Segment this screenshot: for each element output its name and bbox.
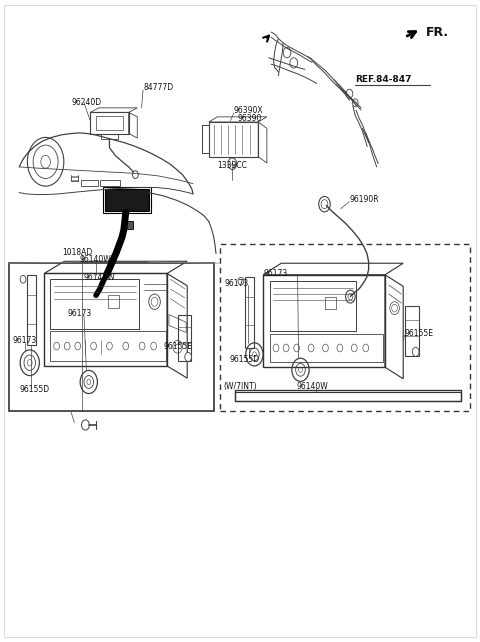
Text: REF.84-847: REF.84-847 xyxy=(355,75,412,84)
Text: 96155D: 96155D xyxy=(229,355,260,364)
Polygon shape xyxy=(105,189,149,211)
Circle shape xyxy=(412,347,419,356)
Circle shape xyxy=(185,352,192,361)
Bar xyxy=(220,244,470,411)
Text: 96173: 96173 xyxy=(264,269,288,278)
Text: 96155E: 96155E xyxy=(163,342,192,351)
Text: (W/7INT): (W/7INT) xyxy=(223,382,257,391)
Text: 96173: 96173 xyxy=(225,279,249,288)
Text: 96173: 96173 xyxy=(67,309,92,318)
Text: 96390X: 96390X xyxy=(234,106,264,115)
Text: 96155D: 96155D xyxy=(19,385,49,394)
Text: FR.: FR. xyxy=(426,26,449,39)
Text: 96190R: 96190R xyxy=(349,195,379,204)
Text: 96173: 96173 xyxy=(12,336,37,345)
Text: 96140W: 96140W xyxy=(297,382,328,391)
Text: 96240D: 96240D xyxy=(71,98,101,107)
Text: 96140W: 96140W xyxy=(79,255,111,264)
Text: 1018AD: 1018AD xyxy=(62,248,93,257)
Text: 84777D: 84777D xyxy=(143,83,173,92)
Bar xyxy=(9,263,214,411)
Text: 96390: 96390 xyxy=(238,114,262,123)
Text: 96155E: 96155E xyxy=(404,329,433,338)
Text: 1339CC: 1339CC xyxy=(217,161,247,170)
Bar xyxy=(235,390,461,401)
Bar xyxy=(235,392,461,401)
Text: 96140W: 96140W xyxy=(84,273,116,282)
Polygon shape xyxy=(124,221,133,229)
